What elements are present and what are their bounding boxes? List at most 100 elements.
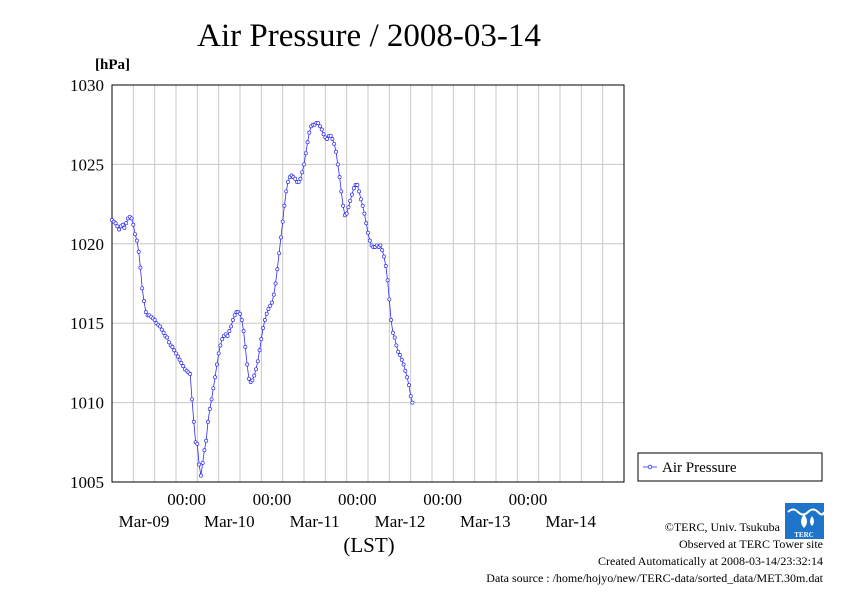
data-point — [367, 238, 372, 243]
data-point — [350, 192, 354, 197]
data-point — [115, 224, 120, 229]
data-point — [278, 235, 283, 240]
data-point — [389, 318, 394, 322]
data-point — [334, 149, 338, 154]
logo-text: TERC — [794, 531, 813, 539]
data-point — [241, 329, 246, 334]
data-point — [227, 329, 232, 334]
y-tick-label: 1010 — [70, 394, 104, 413]
data-point — [259, 337, 264, 342]
data-point — [351, 186, 356, 191]
data-point — [396, 349, 401, 354]
y-tick-label: 1020 — [70, 235, 104, 254]
data-point — [140, 286, 145, 291]
data-point — [403, 368, 408, 373]
data-point — [390, 330, 395, 335]
data-point — [188, 372, 193, 376]
data-point — [385, 278, 390, 283]
data-point — [319, 127, 324, 132]
data-point — [239, 318, 244, 322]
x-tick-time-label: 00:00 — [423, 490, 462, 509]
data-point — [117, 227, 122, 232]
data-point — [332, 141, 337, 146]
x-tick-date-label: Mar-10 — [204, 512, 255, 531]
x-tick-time-label: 00:00 — [253, 490, 292, 509]
data-point — [270, 300, 274, 305]
data-point — [328, 133, 333, 138]
data-point — [211, 386, 216, 391]
y-axis-tick-labels: 1005 1010 1015 1020 1025 1030 — [70, 76, 104, 492]
data-point — [277, 251, 282, 256]
footer-copyright: ©TERC, Univ. Tsukuba — [665, 520, 781, 534]
data-point — [246, 376, 251, 381]
data-point — [406, 383, 411, 388]
data-point — [143, 310, 148, 315]
data-point — [216, 351, 221, 356]
data-point — [113, 221, 118, 226]
data-point — [302, 162, 306, 167]
data-point — [131, 222, 136, 227]
data-point — [179, 360, 184, 365]
data-point — [254, 367, 258, 372]
grid-lines — [112, 85, 624, 482]
data-point — [321, 132, 326, 137]
data-point — [177, 357, 182, 362]
data-point — [266, 306, 271, 311]
data-point — [220, 337, 225, 342]
data-point — [286, 179, 290, 184]
data-point — [175, 354, 180, 359]
x-tick-date-label: Mar-12 — [375, 512, 426, 531]
data-point — [360, 203, 365, 208]
data-point — [134, 238, 139, 243]
data-point — [364, 221, 369, 226]
data-point — [383, 264, 388, 268]
terc-logo: TERC — [785, 503, 825, 539]
data-point — [341, 203, 346, 208]
data-point — [325, 137, 330, 141]
data-point — [209, 397, 214, 402]
x-axis-tick-labels: 00:00 00:00 00:00 00:00 00:00 Mar-09 Mar-10 Mar… — [119, 490, 597, 531]
air-pressure-points — [110, 121, 415, 478]
drop-icon — [801, 514, 807, 528]
data-point — [133, 232, 138, 237]
data-point — [303, 151, 308, 156]
data-point — [195, 441, 200, 446]
data-point — [206, 419, 210, 424]
data-point — [197, 462, 202, 467]
y-tick-label: 1015 — [70, 314, 104, 333]
data-point — [307, 130, 312, 135]
data-point — [120, 222, 125, 227]
data-point — [138, 265, 143, 270]
footer-source: Data source : /home/hojyo/new/TERC-data/… — [486, 571, 823, 585]
data-point — [238, 311, 242, 316]
plot-frame — [111, 84, 625, 483]
data-point — [275, 267, 280, 272]
data-point — [394, 343, 399, 348]
data-point — [261, 326, 266, 330]
x-tick-date-label: Mar-14 — [545, 512, 596, 531]
data-point — [229, 324, 234, 329]
x-tick-time-label: 00:00 — [509, 490, 548, 509]
data-point — [198, 473, 203, 478]
legend-label: Air Pressure — [662, 460, 737, 476]
data-point — [348, 198, 353, 203]
data-point — [232, 313, 237, 318]
footer-created: Created Automatically at 2008-03-14/23:3… — [598, 554, 823, 568]
data-point — [204, 438, 209, 443]
data-point — [142, 299, 146, 303]
data-point — [243, 345, 248, 349]
wave-icon — [787, 508, 825, 516]
data-point — [174, 351, 178, 356]
data-point — [271, 292, 276, 297]
data-point — [257, 348, 262, 353]
data-point — [398, 353, 402, 357]
x-tick-date-label: Mar-09 — [119, 512, 170, 531]
data-point — [305, 140, 310, 145]
data-point — [225, 333, 230, 338]
data-point — [362, 211, 367, 216]
data-point — [245, 362, 250, 367]
y-tick-label: 1025 — [70, 155, 104, 174]
x-axis-label: (LST) — [343, 533, 394, 557]
air-pressure-line — [111, 122, 413, 476]
data-point — [357, 189, 362, 194]
